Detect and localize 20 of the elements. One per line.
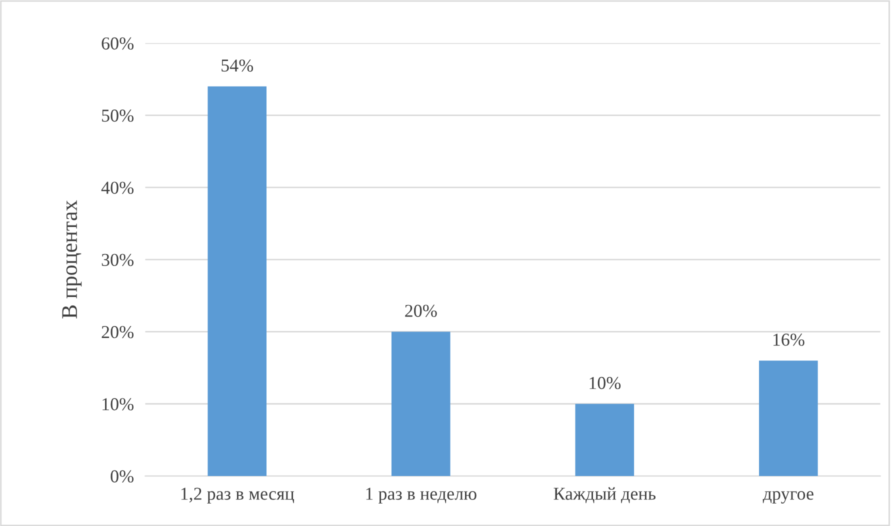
x-tick-label: другое [762,491,814,504]
y-tick-label: 50% [102,110,134,122]
bar [208,86,267,476]
bar [391,332,450,476]
x-tick-label: Каждый день [554,487,656,504]
bar [759,360,818,476]
data-label: 10% [590,376,621,390]
y-tick-label: 30% [102,254,134,266]
data-label: 20% [405,304,437,318]
y-axis-title: В процентах [62,200,82,318]
bar [575,404,634,476]
y-tick-label: 0% [110,470,134,483]
x-tick-label: 1 раз в неделю [366,488,476,504]
y-tick-label: 20% [102,326,134,338]
y-tick-label: 10% [102,398,134,410]
data-label: 16% [773,334,804,346]
data-label: 54% [222,59,254,72]
y-tick-label: 40% [101,182,134,194]
x-tick-label: 1,2 раз в месяц [181,488,294,504]
y-tick-label: 60% [102,37,134,50]
